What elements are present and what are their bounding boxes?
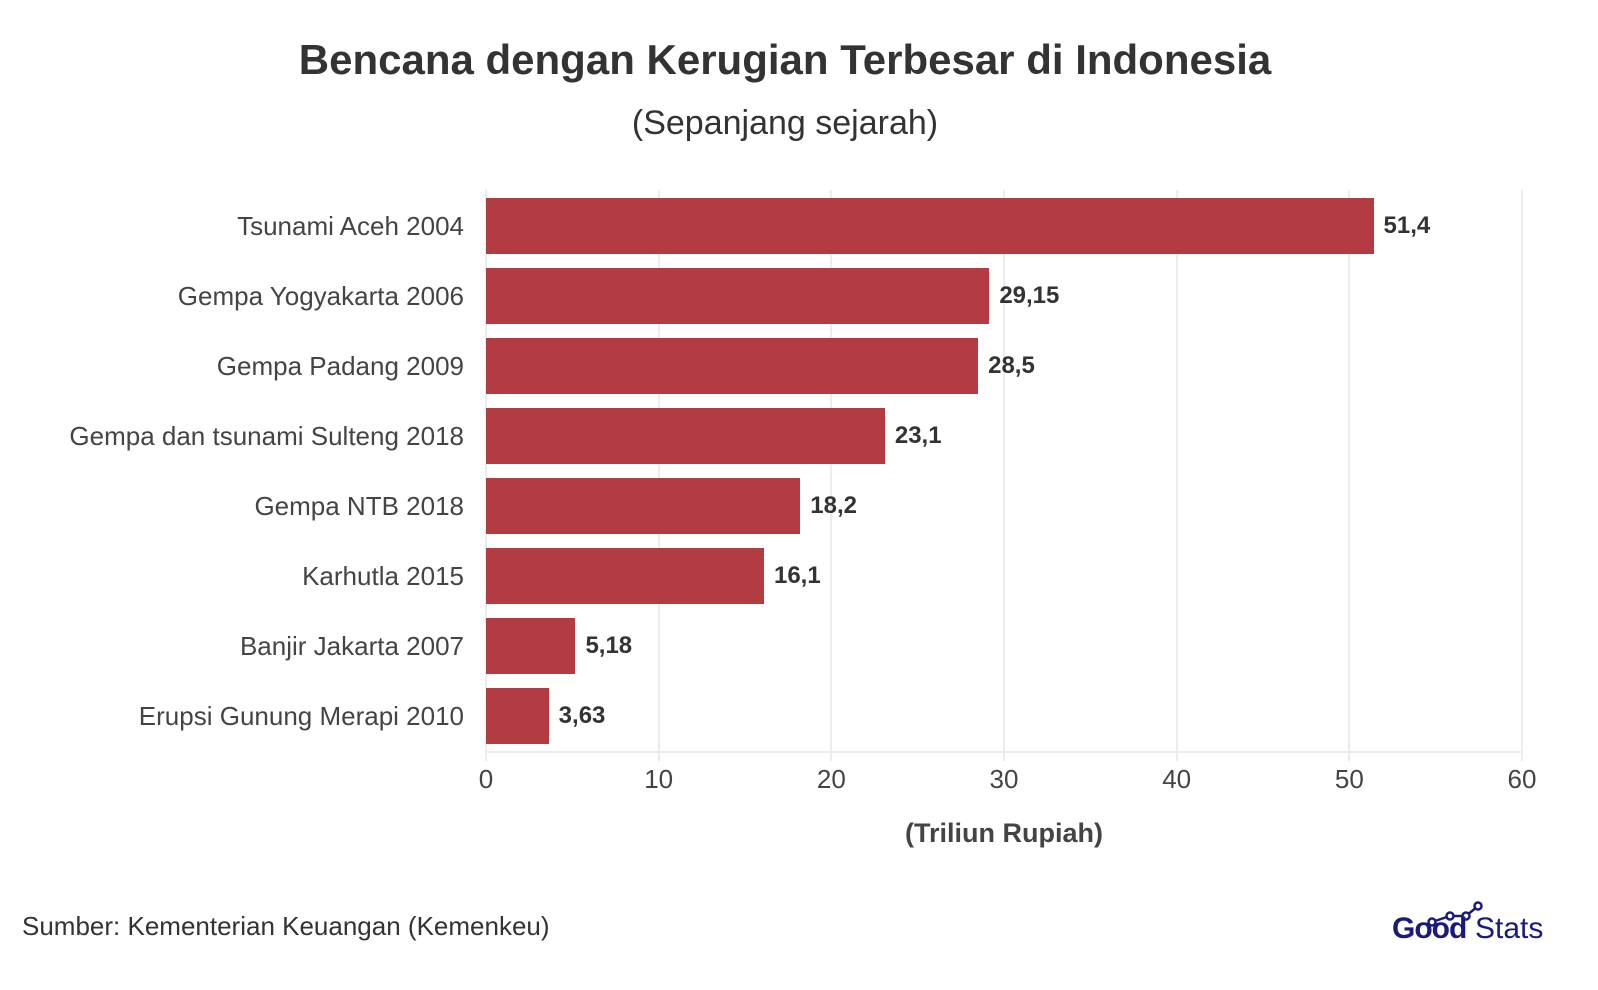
bar-value-label: 3,63 bbox=[558, 702, 606, 729]
bar bbox=[486, 338, 979, 394]
bar bbox=[486, 618, 576, 674]
bar bbox=[486, 688, 549, 744]
x-tick-label: 40 bbox=[1162, 764, 1192, 794]
gridline bbox=[830, 190, 833, 761]
x-tick-label: 50 bbox=[1334, 764, 1364, 794]
bar bbox=[486, 198, 1374, 254]
bar-value-label: 51,4 bbox=[1383, 212, 1431, 239]
goodstats-logo: Good Stats bbox=[1392, 898, 1552, 948]
source-note: Sumber: Kementerian Keuangan (Kemenkeu) bbox=[22, 911, 550, 941]
bar-value-label: 5,18 bbox=[585, 632, 633, 659]
bar bbox=[486, 408, 885, 464]
bar-value-label: 23,1 bbox=[894, 422, 942, 449]
category-label: Gempa Padang 2009 bbox=[216, 351, 464, 381]
bar bbox=[486, 268, 990, 324]
logo-good-text: Good bbox=[1392, 912, 1467, 945]
category-label: Gempa dan tsunami Sulteng 2018 bbox=[69, 421, 464, 451]
category-label: Erupsi Gunung Merapi 2010 bbox=[138, 701, 464, 731]
chart-subtitle: (Sepanjang sejarah) bbox=[631, 104, 939, 142]
gridline bbox=[1348, 190, 1351, 761]
x-tick-label: 0 bbox=[478, 764, 494, 794]
x-tick-label: 60 bbox=[1507, 764, 1537, 794]
bar-value-label: 16,1 bbox=[773, 562, 821, 589]
x-axis-baseline bbox=[486, 751, 1522, 753]
bar-value-label: 18,2 bbox=[810, 492, 857, 519]
bar-value-label: 29,15 bbox=[999, 282, 1060, 309]
category-label: Tsunami Aceh 2004 bbox=[237, 211, 464, 241]
category-label: Banjir Jakarta 2007 bbox=[239, 631, 464, 661]
bar bbox=[486, 548, 764, 604]
bar-value-label: 28,5 bbox=[988, 352, 1035, 379]
category-label: Gempa NTB 2018 bbox=[254, 491, 464, 521]
category-label: Karhutla 2015 bbox=[302, 561, 464, 591]
x-tick-label: 10 bbox=[644, 764, 674, 794]
bar bbox=[486, 478, 801, 534]
plot-area: 51,4 29,15 28,5 23,1 18,2 16,1 5,18 3,63 bbox=[485, 190, 1523, 761]
gridline bbox=[485, 190, 487, 761]
chart-title: Bencana dengan Kerugian Terbesar di Indo… bbox=[298, 36, 1272, 83]
gridline bbox=[1003, 190, 1005, 761]
x-tick-label: 20 bbox=[816, 764, 846, 794]
gridline bbox=[1175, 190, 1178, 761]
x-axis-label: (Triliun Rupiah) bbox=[905, 818, 1103, 848]
gridline bbox=[657, 190, 660, 761]
trend-line-icon bbox=[1427, 901, 1483, 927]
x-tick-label: 30 bbox=[989, 764, 1019, 794]
category-label: Gempa Yogyakarta 2006 bbox=[177, 281, 464, 311]
logo-stats-text: Stats bbox=[1475, 912, 1544, 945]
gridline bbox=[1521, 190, 1523, 761]
